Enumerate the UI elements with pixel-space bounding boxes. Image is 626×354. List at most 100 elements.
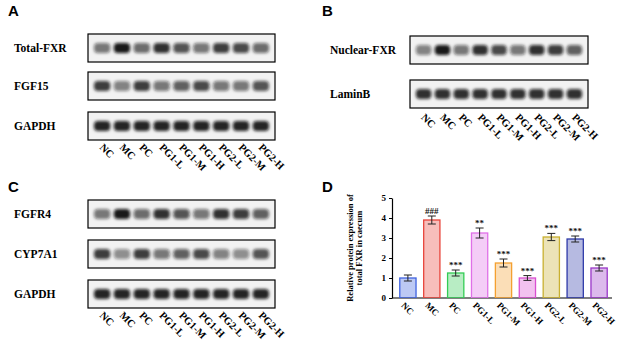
tick-mark	[389, 258, 392, 259]
blot-band	[134, 209, 150, 219]
blot-band	[472, 89, 487, 99]
blot-band	[510, 89, 525, 99]
blot-row-label: LaminB	[330, 88, 371, 100]
blot-band	[134, 81, 150, 91]
tick: PG2-L	[543, 298, 568, 326]
bar	[591, 268, 607, 298]
blot-band	[253, 289, 269, 299]
tick: NC	[399, 298, 415, 317]
blot-band	[233, 209, 249, 219]
error-bar	[500, 259, 508, 267]
blot-row-label: FGFR4	[14, 208, 51, 220]
tick-mark	[389, 278, 392, 279]
blot-row-label: Total-FXR	[14, 42, 67, 54]
error-line	[455, 270, 456, 276]
blot-band	[213, 289, 229, 299]
blot-band	[454, 45, 469, 55]
blot-band	[233, 289, 249, 299]
blot-frame	[88, 112, 275, 140]
blot-band	[134, 289, 150, 299]
blot-band	[253, 249, 269, 259]
blot-band	[233, 121, 249, 131]
blot-band	[491, 89, 506, 99]
blot-panel: BNuclear-FXRLaminBNCMCPCPG1-LPG1-MPG1-HP…	[322, 2, 600, 143]
blot-band	[173, 81, 189, 91]
tick-label: 3	[382, 233, 387, 243]
blot-band	[173, 289, 189, 299]
significance-label: **	[475, 218, 485, 228]
bar	[519, 278, 535, 298]
blot-band	[114, 43, 130, 53]
lane-label: MC	[118, 142, 138, 162]
error-line	[599, 265, 600, 271]
blot-frame	[410, 36, 588, 64]
significance-label: ***	[497, 249, 511, 259]
blot-band	[173, 249, 189, 259]
blot-band	[213, 121, 229, 131]
blot-frame	[88, 200, 275, 228]
blot-band	[134, 121, 150, 131]
tick: PG2-H	[591, 298, 617, 327]
tick: PC	[447, 298, 463, 316]
blot-band	[134, 249, 150, 259]
blot-band	[548, 89, 563, 99]
blot-band	[114, 209, 130, 219]
error-bar	[452, 270, 460, 276]
blot-band	[94, 43, 110, 53]
blot-band	[213, 249, 229, 259]
blot-band	[435, 89, 450, 99]
annotations: ###********************	[425, 206, 606, 276]
lane-label: PC	[457, 112, 475, 130]
blot-band	[94, 81, 110, 91]
axis-line	[392, 199, 393, 299]
blot-band	[510, 45, 525, 55]
tick: PG1-H	[519, 298, 545, 327]
blot-frame	[88, 34, 275, 62]
panel-label: D	[322, 178, 333, 195]
error-cap	[547, 240, 555, 241]
tick-label: PG2-H	[591, 300, 617, 326]
bar	[543, 237, 559, 298]
blot-row-label: CYP7A1	[14, 248, 58, 260]
significance-label: ***	[545, 223, 559, 233]
blot-band	[94, 249, 110, 259]
error-bar	[595, 265, 603, 271]
bar	[424, 220, 440, 298]
error-line	[431, 216, 432, 224]
tick-label: 1	[382, 273, 387, 283]
blot-band	[173, 209, 189, 219]
blot-band	[94, 121, 110, 131]
blot-band	[193, 209, 209, 219]
error-line	[575, 236, 576, 242]
error-bar	[404, 275, 412, 281]
error-line	[503, 259, 504, 267]
significance-label: ###	[425, 206, 439, 216]
plot-area	[400, 216, 607, 298]
blot-band	[114, 289, 130, 299]
tick: 1	[382, 273, 393, 283]
blot-band	[154, 249, 170, 259]
blot-band	[154, 289, 170, 299]
blot-band	[253, 209, 269, 219]
tick: 3	[382, 233, 393, 243]
tick: 2	[382, 253, 393, 263]
error-cap	[404, 281, 412, 282]
tick-label: PG1-L	[471, 300, 496, 325]
error-cap	[500, 267, 508, 268]
blot-band	[114, 81, 130, 91]
lane-label: MC	[118, 310, 138, 330]
blot-row-label: GAPDH	[14, 120, 56, 132]
significance-label: ***	[568, 226, 582, 236]
blot-band	[567, 45, 582, 55]
tick-label: 2	[382, 253, 387, 263]
lane-label: PG2-H	[256, 310, 286, 340]
significance-label: ***	[592, 255, 606, 265]
figure: ATotal-FXRFGF15GAPDHNCMCPCPG1-LPG1-MPG1-…	[0, 0, 626, 354]
blot-band	[253, 121, 269, 131]
blot-band	[472, 45, 487, 55]
error-cap	[595, 271, 603, 272]
significance-label: ***	[521, 266, 535, 276]
tick-label: MC	[423, 300, 441, 318]
y-axis: 012345	[382, 193, 393, 303]
blot-band	[253, 43, 269, 53]
